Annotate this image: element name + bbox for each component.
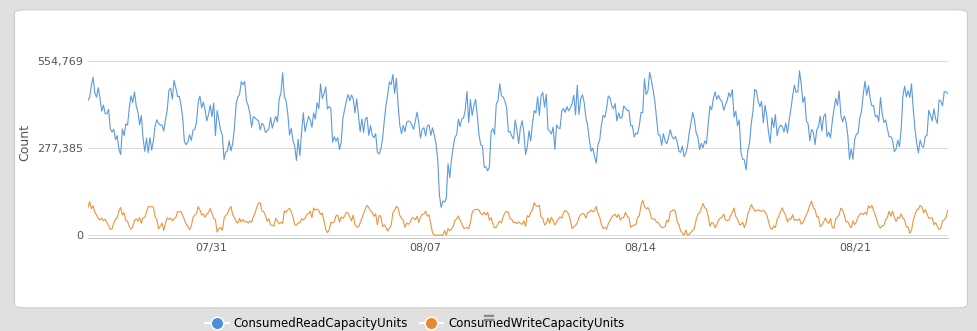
Text: =: = (482, 310, 495, 328)
Legend: ConsumedReadCapacityUnits, ConsumedWriteCapacityUnits: ConsumedReadCapacityUnits, ConsumedWrite… (205, 317, 624, 330)
Y-axis label: Count: Count (19, 124, 31, 161)
